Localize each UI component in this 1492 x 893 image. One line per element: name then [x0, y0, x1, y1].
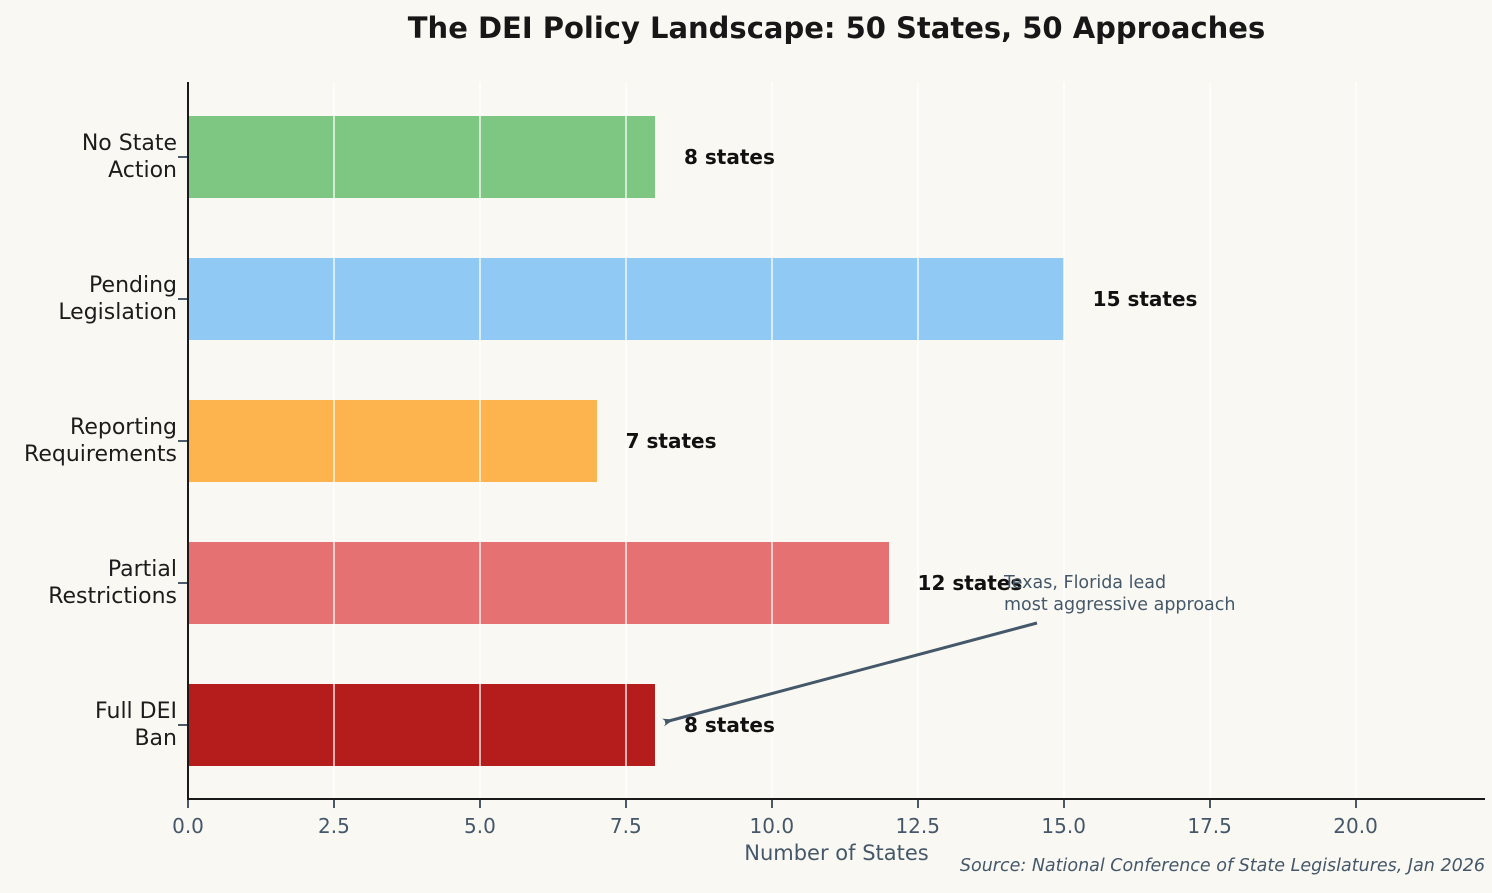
bar-partial-restrictions	[188, 541, 889, 624]
gridline-x-17.5	[1208, 82, 1211, 799]
source-note: Source: National Conference of State Leg…	[959, 856, 1485, 876]
category-label-full-dei-ban: Full DEI Ban	[95, 698, 177, 751]
x-tick-label-12.5: 12.5	[895, 814, 940, 838]
gridline-x-20.0	[1354, 82, 1357, 799]
y-axis-spine	[187, 82, 189, 799]
category-label-pending-legislation: Pending Legislation	[58, 272, 177, 325]
gridline-x-5.0	[478, 82, 481, 799]
x-tick-label-17.5: 17.5	[1187, 814, 1232, 838]
x-tick-label-0.0: 0.0	[172, 814, 204, 838]
x-tick-15.0	[1062, 800, 1065, 808]
value-label-no-state-action: 8 states	[684, 144, 775, 169]
y-tick-partial-restrictions	[178, 581, 187, 584]
chart-title: The DEI Policy Landscape: 50 States, 50 …	[407, 11, 1266, 45]
x-tick-2.5	[332, 800, 335, 808]
value-label-pending-legislation: 15 states	[1092, 286, 1198, 311]
value-label-partial-restrictions: 12 states	[917, 570, 1023, 595]
x-tick-0.0	[187, 800, 189, 808]
x-tick-10.0	[770, 800, 773, 808]
x-tick-label-5.0: 5.0	[463, 814, 496, 838]
x-tick-12.5	[916, 800, 919, 808]
x-tick-5.0	[478, 800, 481, 808]
annotation-text: Texas, Florida lead most aggressive appr…	[1004, 573, 1236, 615]
category-label-reporting-requirements: Reporting Requirements	[24, 414, 177, 467]
x-axis-label: Number of States	[744, 841, 929, 865]
bar-reporting-requirements	[188, 399, 597, 482]
gridline-x-12.5	[916, 82, 919, 799]
x-tick-label-7.5: 7.5	[609, 814, 642, 838]
category-label-partial-restrictions: Partial Restrictions	[48, 556, 177, 609]
gridline-x-15.0	[1062, 82, 1065, 799]
gridline-x-10.0	[770, 82, 773, 799]
value-label-reporting-requirements: 7 states	[625, 428, 717, 453]
x-tick-label-20.0: 20.0	[1333, 814, 1378, 838]
bar-full-dei-ban	[188, 683, 656, 766]
y-tick-pending-legislation	[178, 297, 187, 300]
y-tick-reporting-requirements	[178, 439, 187, 442]
x-tick-17.5	[1208, 800, 1211, 808]
y-tick-no-state-action	[178, 155, 187, 158]
x-tick-label-2.5: 2.5	[318, 814, 350, 838]
x-tick-7.5	[624, 800, 627, 808]
y-tick-full-dei-ban	[178, 723, 187, 726]
value-label-full-dei-ban: 8 states	[684, 712, 775, 737]
x-tick-label-10.0: 10.0	[749, 814, 795, 838]
x-tick-20.0	[1354, 800, 1357, 808]
gridline-x-7.5	[624, 82, 627, 799]
gridline-x-2.5	[332, 82, 335, 799]
x-tick-label-15.0: 15.0	[1041, 814, 1086, 838]
category-label-no-state-action: No State Action	[81, 130, 177, 183]
x-axis-spine	[187, 798, 1485, 800]
bar-no-state-action	[188, 115, 656, 198]
